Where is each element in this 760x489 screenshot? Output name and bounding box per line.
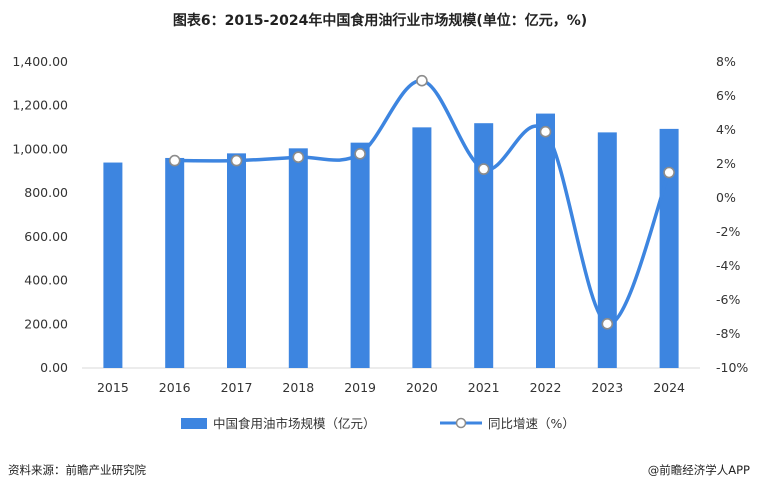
bar xyxy=(103,162,123,368)
source-note: 资料来源：前瞻产业研究院 xyxy=(8,463,146,477)
x-axis-tick-label: 2017 xyxy=(221,380,253,395)
bar xyxy=(412,127,432,368)
line-point xyxy=(416,74,428,87)
left-axis-tick-label: 1,000.00 xyxy=(12,141,68,156)
x-axis-tick-label: 2015 xyxy=(97,380,129,395)
bar xyxy=(597,132,617,368)
x-axis-tick-label: 2018 xyxy=(282,380,314,395)
x-axis-tick-label: 2023 xyxy=(591,380,623,395)
x-axis-tick-label: 2024 xyxy=(653,380,685,395)
line-point xyxy=(292,151,305,163)
x-axis-tick-label: 2019 xyxy=(344,380,376,395)
right-axis-tick-label: 0% xyxy=(716,190,736,205)
left-axis: 0.00 200.00 400.00 600.00 800.00 1,000.00 1,20… xyxy=(12,54,68,375)
bar xyxy=(659,128,679,368)
bar xyxy=(350,142,370,368)
x-axis: 2015 2016 2017 2018 2019 2020 2021 2022 2023 2024 xyxy=(82,367,700,395)
bar xyxy=(288,148,308,368)
x-axis-tick-label: 2021 xyxy=(468,380,500,395)
bar xyxy=(536,113,555,368)
right-axis-tick-label: -4% xyxy=(716,258,740,273)
line-point xyxy=(477,163,490,175)
legend-bar-swatch xyxy=(181,418,207,429)
legend-bar-label: 中国食用油市场规模（亿元） xyxy=(213,416,376,431)
left-axis-tick-label: 0.00 xyxy=(40,360,68,375)
line-point xyxy=(663,166,675,179)
right-axis-tick-label: -6% xyxy=(716,292,740,307)
right-axis-tick-label: 6% xyxy=(716,88,736,103)
line-point xyxy=(230,154,243,167)
right-axis-tick-label: -10% xyxy=(716,360,748,375)
bar xyxy=(474,123,494,368)
left-axis-tick-label: 600.00 xyxy=(24,229,68,244)
x-axis-tick-label: 2022 xyxy=(530,380,562,395)
line-point xyxy=(354,148,366,160)
legend-line-label: 同比增速（%） xyxy=(488,416,575,431)
line-point xyxy=(601,317,614,330)
line-series xyxy=(168,74,675,330)
right-axis: -10% -8% -6% -4% -2% 0% 2% 4% 6% 8% xyxy=(716,54,748,375)
chart-title: 图表6：2015-2024年中国食用油行业市场规模(单位：亿元，%) xyxy=(172,13,588,29)
bar-series xyxy=(103,113,679,368)
right-axis-tick-label: 4% xyxy=(716,122,736,137)
line-point xyxy=(539,125,552,138)
left-axis-tick-label: 1,200.00 xyxy=(12,98,68,113)
bar xyxy=(165,157,185,368)
bar xyxy=(227,153,246,368)
right-axis-tick-label: -8% xyxy=(716,326,740,341)
right-axis-tick-label: 8% xyxy=(716,54,736,69)
right-axis-tick-label: -2% xyxy=(716,224,740,239)
line-point xyxy=(168,154,181,167)
legend-line-marker xyxy=(455,417,467,429)
x-axis-tick-label: 2016 xyxy=(159,380,191,395)
left-axis-tick-label: 400.00 xyxy=(24,273,68,288)
legend: 中国食用油市场规模（亿元） 同比增速（%） xyxy=(181,416,575,431)
credit-note: @前瞻经济学人APP xyxy=(647,463,750,477)
right-axis-tick-label: 2% xyxy=(716,156,736,171)
left-axis-tick-label: 200.00 xyxy=(24,316,68,331)
left-axis-tick-label: 800.00 xyxy=(24,185,68,200)
left-axis-tick-label: 1,400.00 xyxy=(12,54,68,69)
x-axis-tick-label: 2020 xyxy=(406,380,438,395)
